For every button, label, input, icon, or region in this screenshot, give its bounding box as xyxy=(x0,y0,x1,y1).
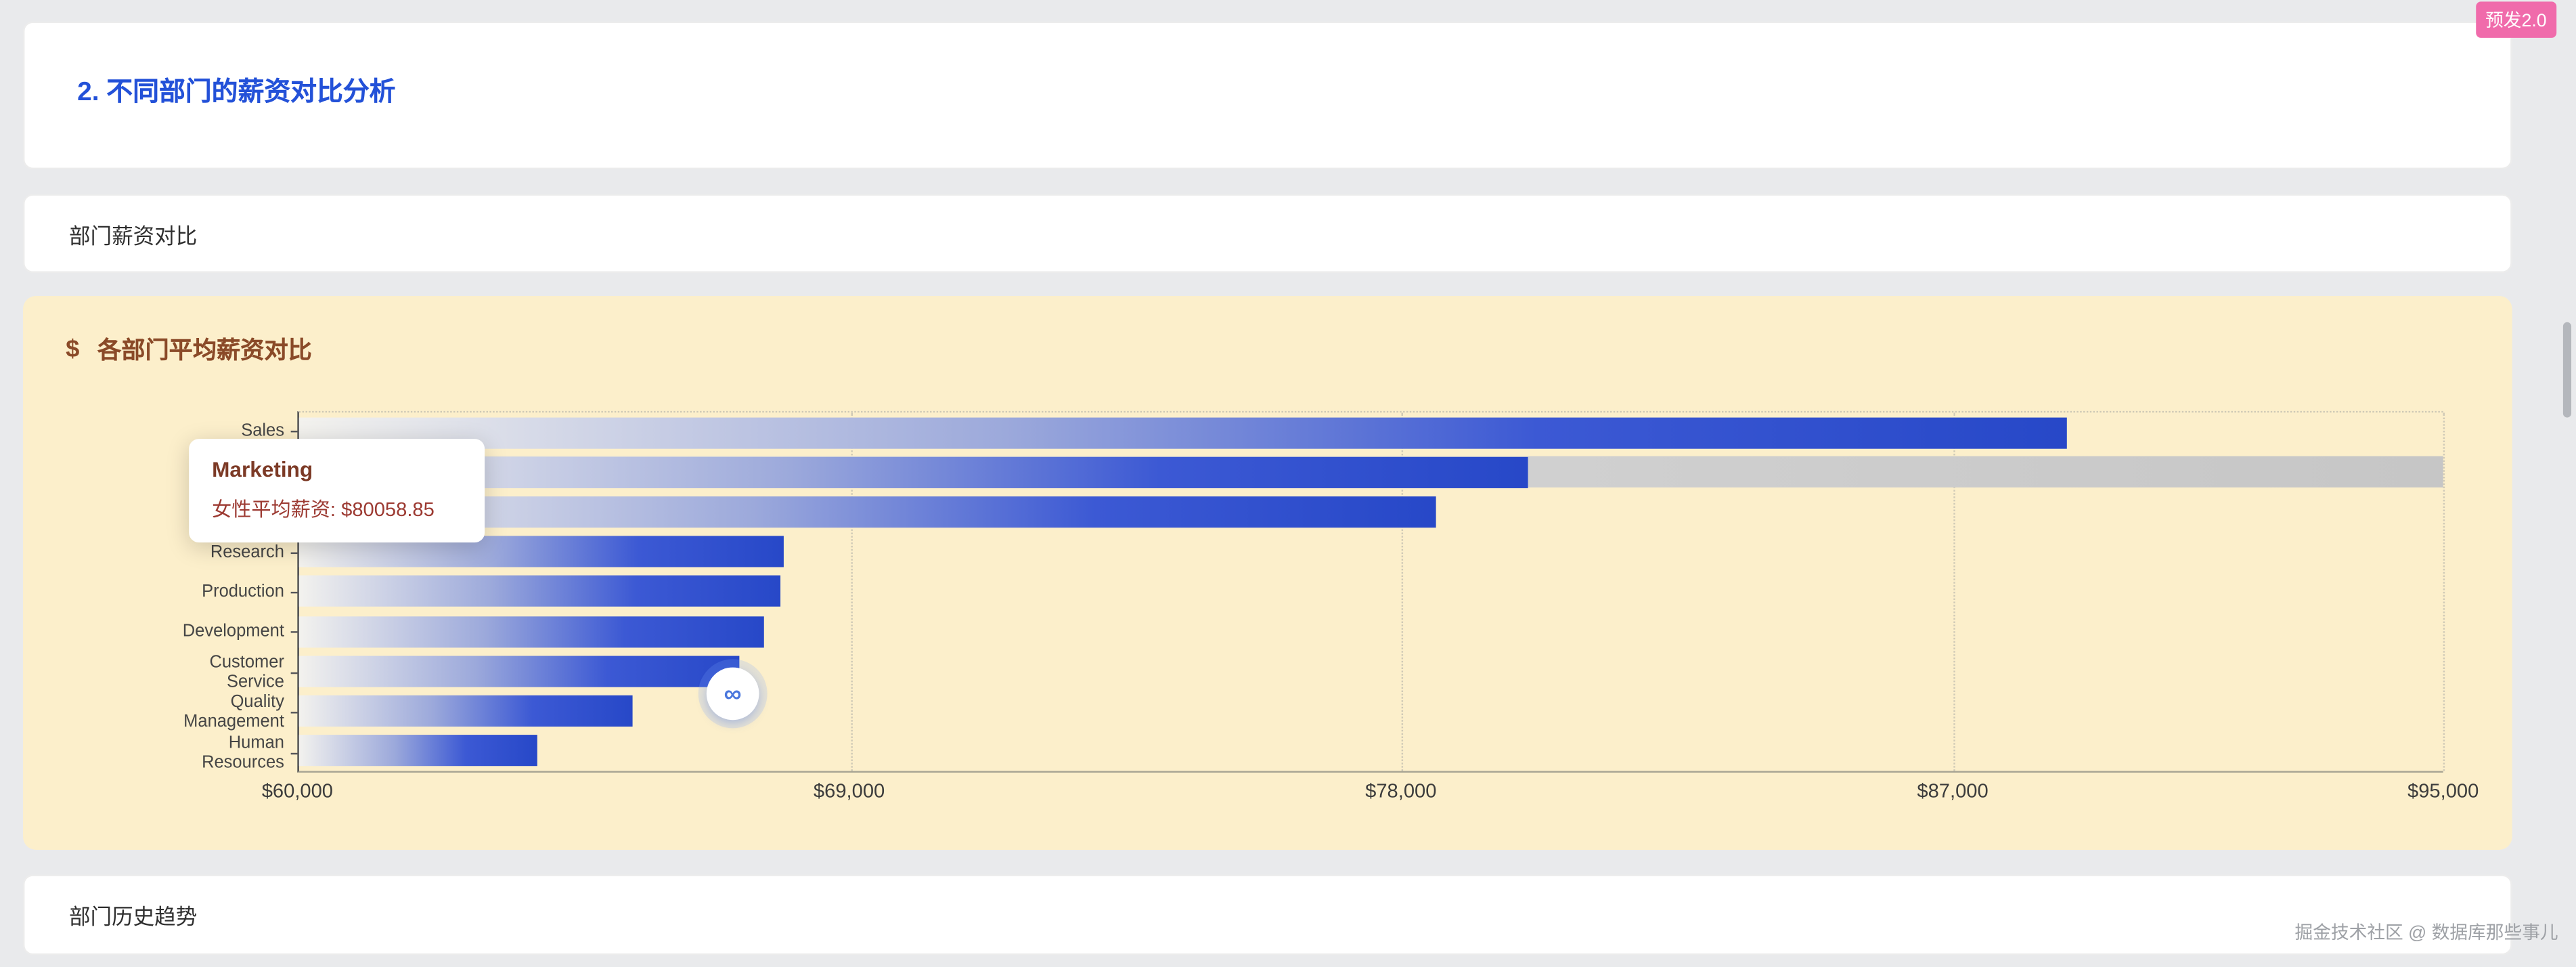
y-axis-label: Quality Management xyxy=(183,692,284,732)
y-axis-label: Human Resources xyxy=(202,732,284,773)
department-history-card: 部门历史趋势 xyxy=(22,874,2512,955)
plot-area xyxy=(297,410,2445,773)
x-axis-label: $95,000 xyxy=(2407,779,2479,802)
history-card-label: 部门历史趋势 xyxy=(68,904,198,929)
tooltip-title: Marketing xyxy=(212,456,313,482)
chart-title: 各部门平均薪资对比 xyxy=(97,339,312,365)
scrollbar-thumb[interactable] xyxy=(2562,322,2572,418)
gridline xyxy=(1953,412,1955,771)
watermark: 掘金技术社区 @ 数据库那些事儿 xyxy=(2294,924,2558,944)
bar-rows xyxy=(298,412,2443,771)
y-axis-label: Development xyxy=(182,622,284,642)
section-header-card: 2. 不同部门的薪资对比分析 xyxy=(22,21,2512,170)
bar-row xyxy=(298,532,2443,572)
y-axis-label: Production xyxy=(202,582,284,602)
compare-card-label: 部门薪资对比 xyxy=(68,222,198,248)
bar-row xyxy=(298,691,2443,731)
bar-customer-service[interactable] xyxy=(298,656,740,687)
x-axis-label: $78,000 xyxy=(1365,779,1437,802)
chart-link-button[interactable]: ∞ xyxy=(706,667,759,721)
chart-tooltip: Marketing 女性平均薪资: $80058.85 xyxy=(189,439,485,543)
x-axis-label: $60,000 xyxy=(261,779,334,802)
salary-chart-card: $ 各部门平均薪资对比 Sales Marketing Research Produc… xyxy=(22,295,2512,851)
axis-tick xyxy=(290,712,298,714)
axis-tick xyxy=(290,752,298,754)
x-axis-label: $69,000 xyxy=(813,779,885,802)
env-badge: 预发2.0 xyxy=(2475,1,2557,38)
axis-tick xyxy=(290,591,298,594)
bar-row xyxy=(298,492,2443,532)
bar-human-resources[interactable] xyxy=(298,735,538,767)
y-axis-label: Customer Service xyxy=(209,652,284,692)
x-axis-labels: $60,000 $69,000 $78,000 $87,000 $95,000 xyxy=(262,779,2479,806)
y-axis-label: Research xyxy=(210,541,284,561)
chart-title-row: $ 各部门平均薪资对比 xyxy=(66,332,312,366)
axis-tick xyxy=(290,672,298,674)
gridline xyxy=(1401,412,1404,771)
axis-tick xyxy=(290,551,298,553)
bar-row xyxy=(298,651,2443,691)
bar-sales[interactable] xyxy=(298,416,2067,448)
axis-tick xyxy=(290,632,298,634)
bar-row xyxy=(298,611,2443,651)
bar-development[interactable] xyxy=(298,616,765,647)
tooltip-body: 女性平均薪资: $80058.85 xyxy=(212,498,435,521)
bar-production[interactable] xyxy=(298,576,780,607)
gridline xyxy=(2443,412,2445,771)
bar-quality-management[interactable] xyxy=(298,695,634,727)
dollar-icon: $ xyxy=(66,335,80,364)
bar-row xyxy=(298,572,2443,611)
gridlines xyxy=(299,412,2445,771)
x-axis-label: $87,000 xyxy=(1917,779,1989,802)
axis-tick xyxy=(290,431,298,433)
section-title: 2. 不同部门的薪资对比分析 xyxy=(77,79,396,107)
gridline xyxy=(850,412,852,771)
bar-row xyxy=(298,731,2443,771)
bar-department-2[interactable] xyxy=(298,496,1436,528)
bar-row xyxy=(298,452,2443,492)
department-salary-compare-card: 部门薪资对比 xyxy=(22,194,2512,273)
bar-marketing[interactable] xyxy=(298,456,1528,488)
link-icon: ∞ xyxy=(724,679,742,708)
bar-row xyxy=(298,412,2443,452)
y-axis-label: Sales xyxy=(241,421,284,442)
